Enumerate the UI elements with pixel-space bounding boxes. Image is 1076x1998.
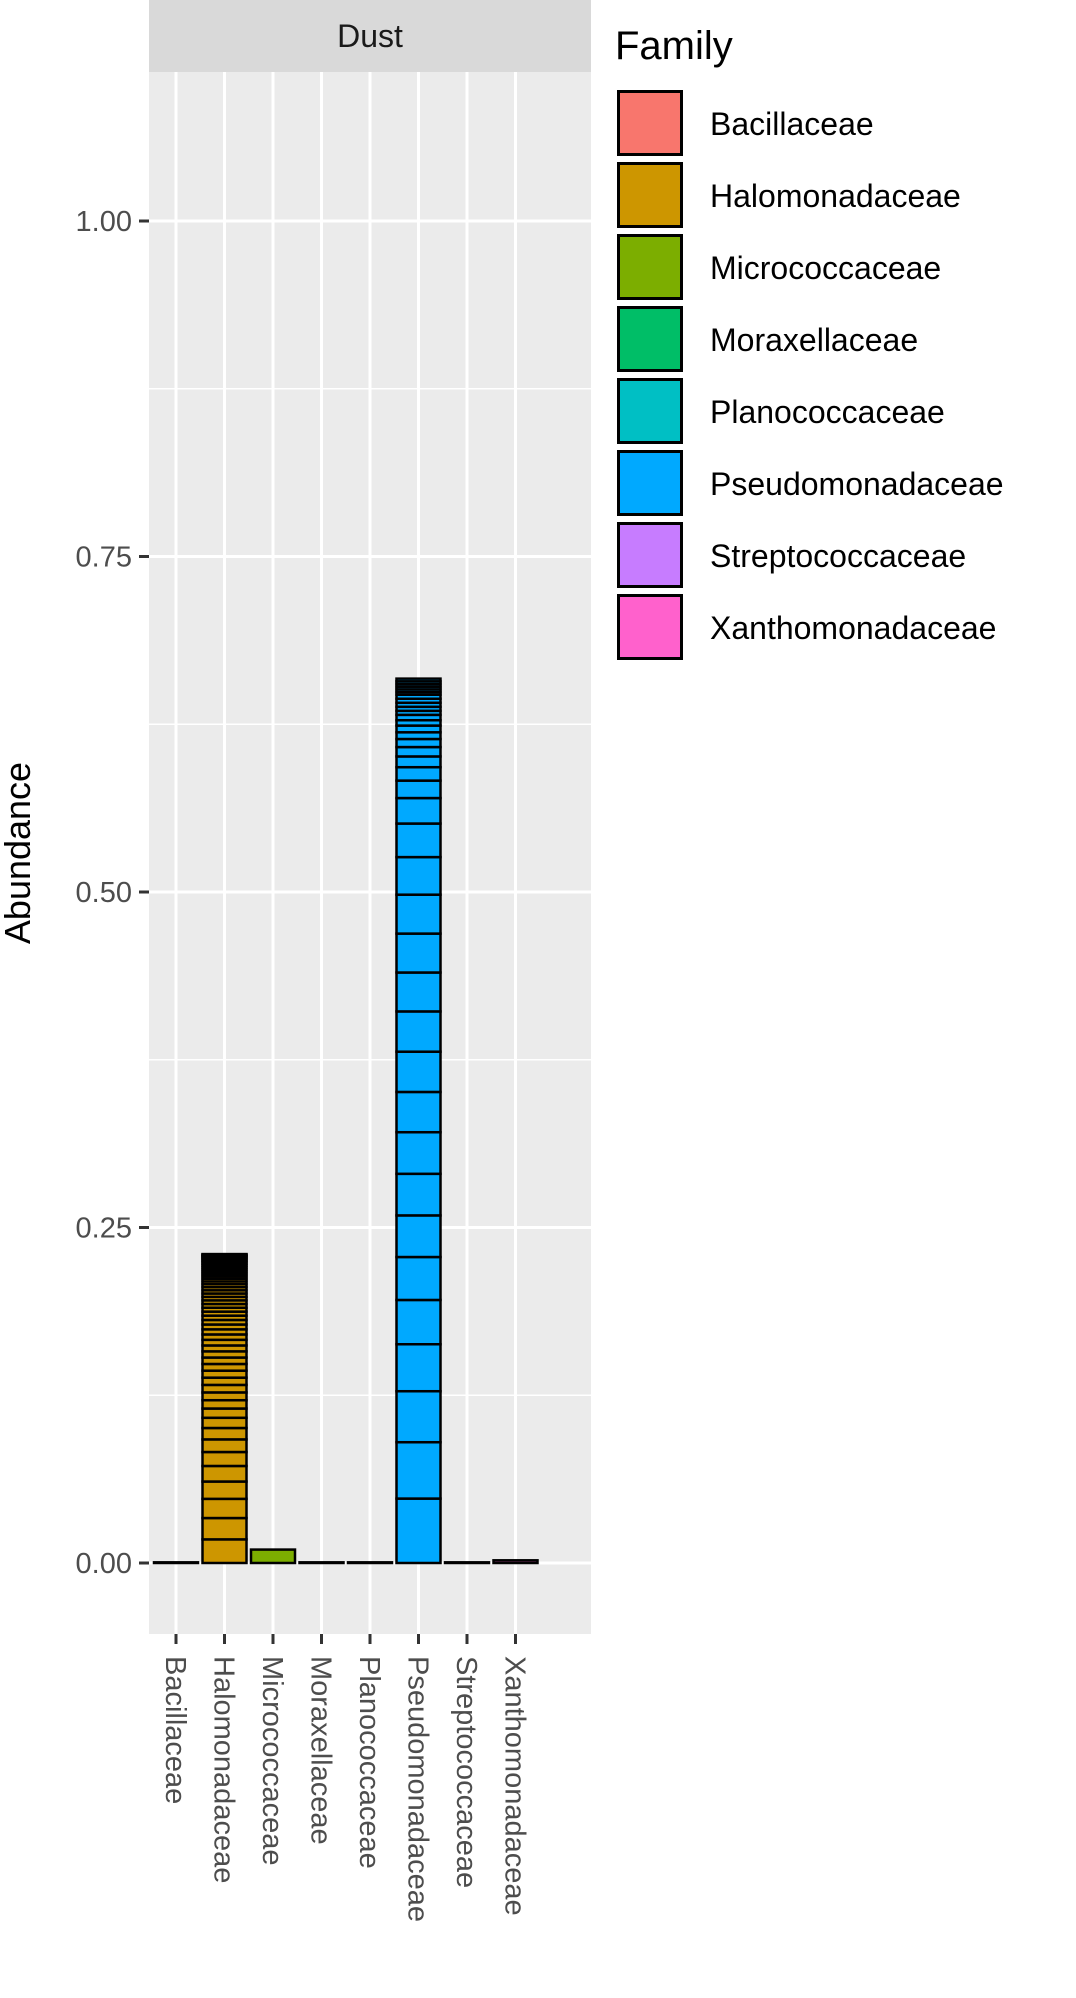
legend-label: Planococcaceae — [710, 394, 945, 430]
bar-segment — [395, 893, 442, 935]
bar-segment — [395, 1343, 442, 1393]
legend-label: Halomonadaceae — [710, 178, 961, 214]
x-tick-label: Moraxellaceae — [305, 1656, 337, 1845]
legend: Family Bacillaceae Halomonadaceae Micrococ… — [615, 24, 1004, 660]
legend-item: Planococcaceae — [617, 378, 945, 444]
x-tick-label: Bacillaceae — [159, 1656, 191, 1804]
y-tick-label: 0.50 — [76, 877, 132, 909]
bar-segment — [395, 1214, 442, 1259]
legend-swatch — [617, 306, 683, 372]
bar-segment — [395, 855, 442, 896]
bar-segment — [395, 796, 442, 825]
facet-strip — [149, 0, 591, 72]
legend-swatch — [617, 90, 683, 156]
x-tick-label: Micrococcaceae — [256, 1656, 288, 1866]
x-axis: Bacillaceae Halomonadaceae Micrococcaceae M… — [159, 1634, 531, 1922]
bar-segment — [201, 1480, 248, 1501]
bar-segment — [395, 971, 442, 1013]
bar-pseudomonadaceae — [395, 677, 442, 1565]
bar-segment — [395, 779, 442, 800]
legend-swatch — [617, 378, 683, 444]
bar-segment — [395, 1389, 442, 1444]
legend-swatch — [617, 594, 683, 660]
bar-segment — [395, 1010, 442, 1053]
bar-segment — [201, 1252, 248, 1256]
bar-segment — [395, 755, 442, 769]
bar-segment — [395, 1090, 442, 1134]
bar-segment — [201, 1407, 248, 1420]
legend-label: Bacillaceae — [710, 106, 874, 142]
bar-segment — [201, 1497, 248, 1520]
facet-strip-label: Dust — [337, 18, 403, 54]
bar-micrococcaceae — [249, 1548, 297, 1565]
bar-segment — [395, 1255, 442, 1302]
bar-segment — [395, 765, 442, 782]
bars — [152, 677, 539, 1565]
legend-item: Bacillaceae — [617, 90, 874, 156]
bar-segment — [152, 1561, 200, 1565]
legend-label: Xanthomonadaceae — [710, 610, 996, 646]
legend-label: Pseudomonadaceae — [710, 466, 1004, 502]
y-tick-label: 0.00 — [76, 1548, 132, 1580]
bar-segment — [201, 1464, 248, 1483]
legend-label: Streptococcaceae — [710, 538, 966, 574]
y-axis: 0.00 0.25 0.50 0.75 1.00 — [76, 206, 149, 1580]
bar-bacillaceae — [152, 1561, 200, 1565]
bar-xanthomonadaceae — [492, 1559, 539, 1565]
bar-segment — [492, 1559, 539, 1565]
bar-segment — [443, 1561, 491, 1565]
bar-segment — [395, 1130, 442, 1176]
legend-item: Xanthomonadaceae — [617, 594, 996, 660]
bar-segment — [201, 1516, 248, 1541]
y-axis-title: Abundance — [0, 762, 38, 944]
legend-label: Micrococcaceae — [710, 250, 941, 286]
bar-segment — [395, 745, 442, 758]
bar-segment — [395, 1440, 442, 1500]
legend-item: Halomonadaceae — [617, 162, 961, 228]
bar-segment — [201, 1438, 248, 1454]
bar-segment — [201, 1538, 248, 1565]
bar-segment — [201, 1416, 248, 1430]
legend-swatch — [617, 234, 683, 300]
x-tick-label: Halomonadaceae — [208, 1656, 240, 1883]
bar-planococcaceae — [346, 1561, 394, 1565]
x-tick-label: Planococcaceae — [353, 1656, 385, 1869]
x-tick-label: Pseudomonadaceae — [402, 1656, 434, 1922]
bar-segment — [395, 932, 442, 974]
bar-segment — [201, 1426, 248, 1441]
bar-segment — [249, 1548, 297, 1565]
legend-title: Family — [615, 24, 733, 68]
y-tick-label: 1.00 — [76, 206, 132, 238]
legend-item: Pseudomonadaceae — [617, 450, 1004, 516]
legend-swatch — [617, 522, 683, 588]
legend-item: Streptococcaceae — [617, 522, 966, 588]
legend-swatch — [617, 450, 683, 516]
bar-segment — [298, 1561, 345, 1565]
bar-streptococcaceae — [443, 1561, 491, 1565]
legend-item: Micrococcaceae — [617, 234, 941, 300]
bar-segment — [395, 677, 442, 683]
bar-segment — [395, 1497, 442, 1565]
legend-label: Moraxellaceae — [710, 322, 918, 358]
bar-segment — [395, 1172, 442, 1217]
bar-segment — [201, 1450, 248, 1468]
legend-item: Moraxellaceae — [617, 306, 918, 372]
x-tick-label: Streptococcaceae — [450, 1656, 482, 1888]
bar-halomonadaceae — [201, 1252, 248, 1565]
bar-segment — [395, 1298, 442, 1346]
x-tick-label: Xanthomonadaceae — [499, 1656, 531, 1916]
legend-swatch — [617, 162, 683, 228]
bar-moraxellaceae — [298, 1561, 345, 1565]
bar-segment — [395, 1050, 442, 1094]
bar-segment — [395, 822, 442, 859]
y-tick-label: 0.75 — [76, 542, 132, 574]
bar-segment — [346, 1561, 394, 1565]
y-tick-label: 0.25 — [76, 1213, 132, 1245]
